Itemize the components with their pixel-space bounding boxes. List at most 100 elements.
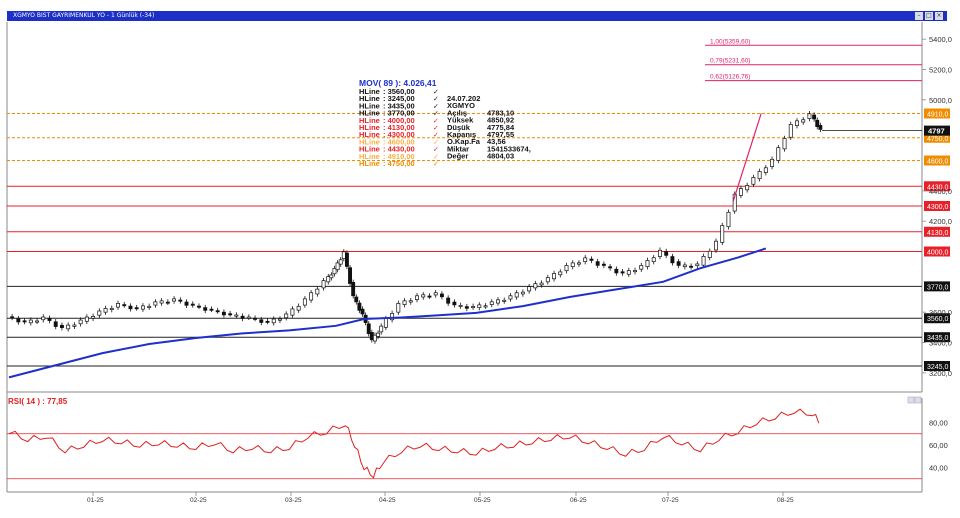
info-hline-value-9: : 4910,00 bbox=[383, 152, 415, 161]
candle bbox=[545, 277, 550, 283]
info-detail-value-6: 43,56 bbox=[487, 137, 506, 146]
candle bbox=[278, 318, 282, 321]
candle bbox=[234, 314, 239, 317]
ma-layer bbox=[8, 247, 767, 379]
hline-tag-10 bbox=[924, 281, 950, 292]
candle bbox=[751, 177, 756, 185]
hline-tag-text-4: 4750,0 bbox=[927, 136, 949, 143]
info-hline-name-7: HLine bbox=[359, 137, 380, 146]
hline-tag-text-12: 3435,0 bbox=[927, 335, 949, 342]
candle bbox=[379, 325, 384, 333]
hline-tag-9 bbox=[924, 246, 950, 257]
candle bbox=[66, 324, 71, 330]
hline-tag-text-9: 4000,0 bbox=[927, 250, 949, 257]
info-hline-check-icon-10: ✓ bbox=[433, 161, 439, 168]
candle bbox=[496, 299, 500, 304]
candle bbox=[215, 310, 220, 313]
hline-tag-text-11: 3560,0 bbox=[927, 316, 949, 323]
price-axis-label-1: 5200,0 bbox=[929, 66, 952, 75]
candle bbox=[446, 297, 451, 304]
info-hline-name-8: HLine bbox=[359, 145, 380, 154]
candle bbox=[335, 262, 340, 271]
info-hline-name-3: HLine bbox=[359, 109, 380, 118]
rsi-settings-icon[interactable] bbox=[907, 396, 915, 404]
max-icon[interactable]: □ bbox=[925, 12, 933, 20]
candle bbox=[209, 308, 214, 311]
candle bbox=[682, 264, 687, 268]
candle bbox=[439, 293, 444, 298]
hline-tag-13 bbox=[924, 361, 950, 372]
info-panel: MOV( 89 ): 4.026,41 HLine : 3560,00 ✓ HLine… bbox=[359, 78, 531, 168]
window-titlebar: XGMYO BIST GAYRIMENKUL YO - 1 Günlük (-3… bbox=[7, 11, 947, 21]
hline-tag-12 bbox=[924, 332, 950, 343]
x-axis-label-1: 02-25 bbox=[190, 497, 207, 504]
candle bbox=[348, 267, 352, 284]
hline-tag-text-3: 4910,0 bbox=[927, 111, 949, 118]
info-hline-name-10: HLine bbox=[359, 159, 380, 168]
candle bbox=[714, 240, 718, 251]
price-axis-label-6: 3400,0 bbox=[929, 339, 952, 348]
info-hline-name-4: HLine bbox=[359, 116, 380, 125]
price-axis-label-0: 5400,0 bbox=[929, 35, 952, 44]
candle bbox=[812, 114, 817, 120]
info-hline-value-4: : 4000,00 bbox=[383, 116, 415, 125]
close-icon[interactable]: × bbox=[935, 12, 943, 20]
candle bbox=[341, 251, 346, 259]
info-hline-check-icon-0: ✓ bbox=[433, 89, 439, 96]
candle bbox=[344, 252, 349, 267]
candle bbox=[72, 324, 77, 327]
candle bbox=[10, 316, 15, 319]
price-axis-label-7: 3200,0 bbox=[929, 369, 952, 378]
candle bbox=[16, 318, 21, 323]
info-detail-value-5: 4797,55 bbox=[487, 130, 514, 139]
candle bbox=[78, 319, 83, 325]
price-axis-label-3: 4400,0 bbox=[929, 187, 952, 196]
candle bbox=[763, 167, 768, 173]
candle bbox=[396, 303, 401, 313]
hline-tag-text-8: 4130,0 bbox=[927, 230, 949, 237]
hline-tag-11 bbox=[924, 313, 950, 324]
candle bbox=[284, 313, 289, 319]
info-hline-name-5: HLine bbox=[359, 123, 380, 132]
candle bbox=[271, 318, 276, 324]
candle bbox=[689, 265, 694, 268]
candle bbox=[807, 113, 812, 119]
info-detail-label-6: O.Kap.Fa bbox=[447, 137, 481, 146]
info-hline-value-0: : 3560,00 bbox=[383, 87, 415, 96]
candle bbox=[620, 271, 625, 274]
candle bbox=[818, 125, 823, 130]
candle bbox=[795, 120, 799, 126]
candle bbox=[514, 292, 519, 298]
rsi-close-icon[interactable] bbox=[914, 396, 922, 404]
candle bbox=[197, 305, 201, 308]
rsi-axis-label-2: 40,00 bbox=[929, 464, 948, 473]
candle bbox=[290, 308, 295, 316]
candle bbox=[369, 332, 374, 341]
min-icon[interactable]: – bbox=[915, 12, 923, 20]
info-hline-value-10: : 4750,00 bbox=[383, 159, 415, 168]
x-axis-label-0: 01-25 bbox=[87, 497, 104, 504]
candle bbox=[53, 321, 58, 327]
candle bbox=[351, 281, 356, 297]
hline-tag-4 bbox=[924, 132, 950, 143]
candle bbox=[140, 305, 145, 310]
ma-legend: MOV( 89 ): 4.026,41 bbox=[359, 78, 437, 88]
info-detail-label-5: Kapanış bbox=[447, 130, 476, 139]
info-detail-label-3: Yüksek bbox=[447, 116, 474, 125]
candle bbox=[558, 271, 563, 276]
window-title: XGMYO BIST GAYRIMENKUL YO - 1 Günlük (-3… bbox=[13, 12, 155, 19]
hlines-layer: 1,00(5359,60) 0,79(5231,60) 0,62(5126,76) 4… bbox=[7, 38, 950, 372]
candle bbox=[35, 320, 39, 323]
candle bbox=[701, 256, 706, 266]
candle bbox=[360, 308, 365, 315]
info-hline-value-1: : 3245,00 bbox=[383, 94, 415, 103]
candles-layer bbox=[10, 111, 823, 344]
candle bbox=[577, 262, 581, 265]
candle bbox=[338, 259, 343, 265]
candle bbox=[59, 324, 64, 328]
rsi-legend: RSI( 14 ) : 77,85 bbox=[8, 397, 68, 406]
candle bbox=[782, 138, 787, 150]
window-controls: – □ × bbox=[915, 12, 943, 20]
x-axis: 01-25 02-25 03-25 04-25 05-25 06-25 07-25 08-25 bbox=[87, 492, 794, 504]
